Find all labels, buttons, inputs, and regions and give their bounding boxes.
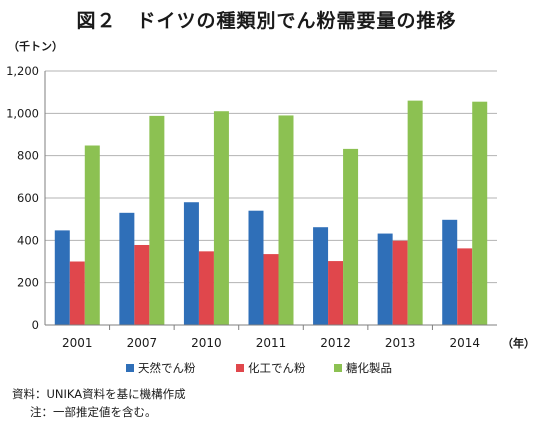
y-tick-label: 0 [32,318,39,332]
bar-糖化製品-2012 [343,148,359,325]
bar-化工でん粉-2007 [134,244,150,325]
bar-糖化製品-2013 [407,100,423,325]
bar-糖化製品-2001 [84,145,100,325]
bar-天然でん粉-2014 [442,219,458,325]
bar-化工でん粉-2014 [457,248,473,325]
y-axis-unit: （千トン） [8,39,63,53]
bar-化工でん粉-2012 [328,261,344,325]
bar-天然でん粉-2007 [119,212,135,325]
bar-化工でん粉-2001 [69,261,85,325]
legend: 天然でん粉 化工でん粉 糖化製品 [126,361,392,375]
x-tick-label: 2014 [449,336,480,350]
legend-swatch [334,364,342,372]
bar-糖化製品-2007 [149,115,165,325]
gridlines [45,70,497,284]
bar-天然でん粉-2012 [313,227,329,325]
chart-title: 図２ ドイツの種類別でん粉需要量の推移 [76,10,457,32]
y-tick-label: 600 [17,191,39,205]
x-axis-unit: （年） [502,336,533,350]
x-tick-label: 2007 [127,336,158,350]
legend-swatch [236,364,244,372]
legend-label: 化工でん粉 [248,361,306,375]
y-tick-label: 200 [17,276,39,290]
bar-化工でん粉-2013 [392,240,408,325]
y-tick-label: 1,000 [6,106,39,120]
legend-label: 糖化製品 [346,361,392,375]
bar-糖化製品-2014 [472,101,488,325]
bar-糖化製品-2010 [213,111,229,325]
legend-label: 天然でん粉 [138,361,196,375]
y-tick-label: 800 [17,149,39,163]
bar-天然でん粉-2013 [377,233,393,325]
y-tick-label: 400 [17,233,39,247]
bar-天然でん粉-2011 [248,210,264,325]
x-tick-label: 2013 [385,336,416,350]
x-tick-label: 2011 [256,336,287,350]
legend-swatch [126,364,134,372]
bar-化工でん粉-2010 [198,251,214,325]
bar-天然でん粉-2001 [54,230,70,325]
bar-化工でん粉-2011 [263,254,279,325]
axes: 0 200 400 600 800 1,000 1,200 2001 2007 2010 2011 2… [6,64,497,350]
bar-糖化製品-2011 [278,115,294,325]
x-tick-label: 2012 [320,336,351,350]
x-tick-label: 2010 [191,336,222,350]
bars [54,100,488,325]
x-tick-label: 2001 [62,336,93,350]
y-tick-label: 1,200 [6,64,39,78]
remark-note: 注：一部推定値を含む。 [30,405,157,419]
source-note: 資料：UNIKA資料を基に機構作成 [12,387,186,401]
bar-天然でん粉-2010 [183,202,199,325]
